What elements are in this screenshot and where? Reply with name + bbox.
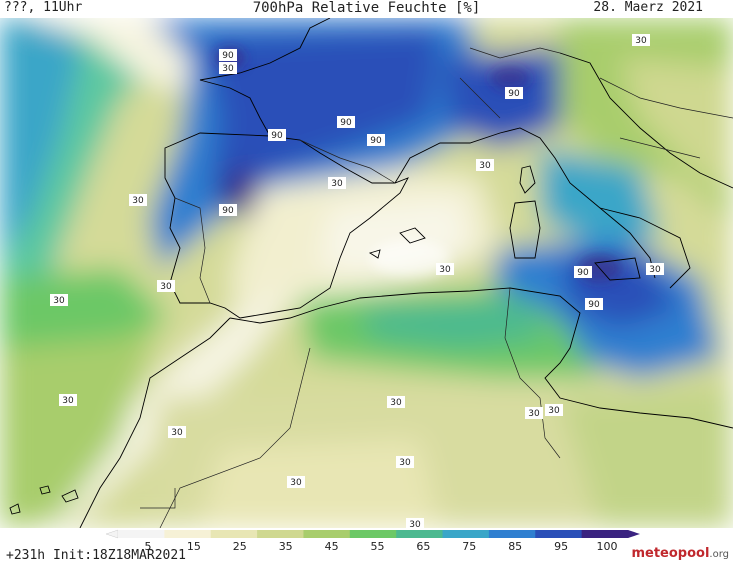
svg-text:90: 90 (271, 131, 283, 141)
svg-text:30: 30 (160, 282, 172, 292)
colorbar-tick: 75 (462, 540, 477, 553)
colorbar-swatch (396, 530, 444, 538)
contour-label: 30 (525, 407, 543, 419)
svg-text:30: 30 (439, 265, 451, 275)
footer: 5 15 25 35 45 55 65 75 85 95 100 +231h Init:18Z18M… (0, 528, 733, 566)
contour-label: 90 (585, 298, 603, 310)
brand-name: meteopool (631, 546, 710, 561)
colorbar-swatch (257, 530, 304, 538)
colorbar (105, 529, 640, 539)
contour-label: 90 (367, 134, 385, 146)
contour-label: 90 (574, 266, 592, 278)
brand-logo: meteopool.org (631, 546, 729, 561)
contour-label: 30 (219, 62, 237, 74)
colorbar-swatch (303, 530, 351, 538)
contour-label: 90 (337, 116, 355, 128)
contour-label: 30 (406, 518, 424, 528)
svg-text:90: 90 (222, 51, 234, 61)
run-label: ???, 11Uhr (4, 0, 83, 15)
init-label: +231h Init:18Z18MAR2021 (6, 548, 187, 563)
map-title: 700hPa Relative Feuchte [%] (252, 0, 481, 16)
contour-label: 30 (545, 404, 563, 416)
svg-text:30: 30 (548, 406, 560, 416)
contour-label: 30 (129, 194, 147, 206)
borders (140, 47, 733, 528)
colorbar-tick: 85 (508, 540, 523, 553)
colorbar-swatch (118, 530, 165, 538)
colorbar-tick: 65 (416, 540, 431, 553)
contour-label: 30 (168, 426, 186, 438)
svg-text:90: 90 (577, 268, 589, 278)
colorbar-swatch (535, 530, 583, 538)
contour-label: 30 (287, 476, 305, 488)
contour-label: 90 (219, 49, 237, 61)
svg-text:30: 30 (528, 409, 540, 419)
svg-text:30: 30 (399, 458, 411, 468)
contour-label: 30 (328, 177, 346, 189)
colorbar-arrow-high (628, 530, 640, 538)
header: ???, 11Uhr 700hPa Relative Feuchte [%] 2… (0, 0, 733, 18)
svg-text:30: 30 (331, 179, 343, 189)
svg-text:30: 30 (132, 196, 144, 206)
svg-text:30: 30 (290, 478, 302, 488)
svg-text:90: 90 (588, 300, 600, 310)
contour-label: 90 (505, 87, 523, 99)
colorbar-tick: 35 (278, 540, 293, 553)
svg-text:30: 30 (62, 396, 74, 406)
svg-text:90: 90 (222, 206, 234, 216)
svg-text:30: 30 (479, 161, 491, 171)
contour-label: 30 (436, 263, 454, 275)
contour-label: 30 (157, 280, 175, 292)
svg-text:90: 90 (508, 89, 520, 99)
colorbar-swatch (581, 530, 629, 538)
contour-label: 90 (219, 204, 237, 216)
colorbar-tick: 100 (596, 540, 618, 553)
svg-text:30: 30 (649, 265, 661, 275)
contour-label: 30 (646, 263, 664, 275)
humidity-field (0, 18, 733, 528)
contour-label: 30 (632, 34, 650, 46)
contour-label: 90 (268, 129, 286, 141)
coastlines (9, 18, 733, 528)
svg-text:90: 90 (370, 136, 382, 146)
svg-text:30: 30 (409, 520, 421, 528)
colorbar-swatch (488, 530, 536, 538)
svg-text:30: 30 (635, 36, 647, 46)
colorbar-tick: 45 (324, 540, 339, 553)
contour-label: 30 (59, 394, 77, 406)
contour-label: 30 (50, 294, 68, 306)
contour-label: 30 (476, 159, 494, 171)
svg-text:90: 90 (340, 118, 352, 128)
colorbar-swatch (349, 530, 397, 538)
svg-text:30: 30 (390, 398, 402, 408)
colorbar-swatch (164, 530, 212, 538)
brand-suffix: .org (709, 549, 729, 560)
colorbar-swatch (210, 530, 258, 538)
colorbar-tick: 55 (370, 540, 385, 553)
contour-labels: 90 30 90 90 90 90 90 30 30 30 30 30 30 9… (50, 34, 664, 528)
svg-text:30: 30 (171, 428, 183, 438)
humidity-map: 90 30 90 90 90 90 90 30 30 30 30 30 30 9… (0, 18, 733, 528)
svg-text:30: 30 (53, 296, 65, 306)
colorbar-tick: 95 (554, 540, 569, 553)
valid-date: 28. Maerz 2021 (593, 0, 703, 15)
colorbar-tick: 5 (144, 540, 152, 553)
colorbar-tick: 15 (186, 540, 201, 553)
colorbar-arrow-low (105, 529, 119, 539)
contour-label: 30 (387, 396, 405, 408)
colorbar-tick: 25 (232, 540, 247, 553)
colorbar-swatch (442, 530, 490, 538)
contour-label: 30 (396, 456, 414, 468)
svg-text:30: 30 (222, 64, 234, 74)
